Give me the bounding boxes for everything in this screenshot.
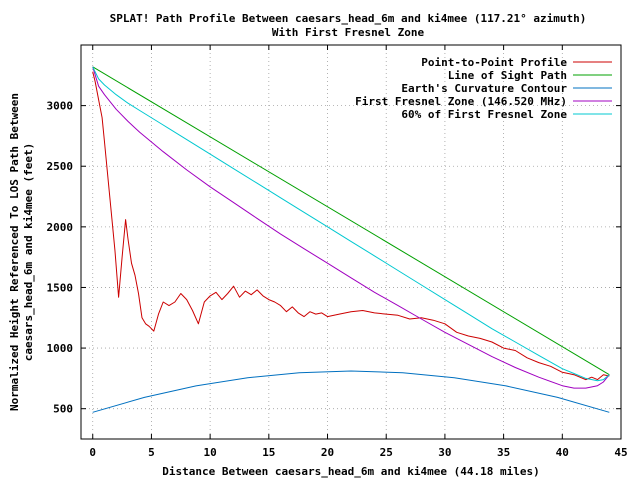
legend-entry-label: 60% of First Fresnel Zone (401, 108, 567, 121)
series-line-1 (92, 71, 610, 381)
x-axis-label: Distance Between caesars_head_6m and ki4… (162, 465, 540, 478)
series-line-5 (92, 66, 610, 382)
y-tick-label: 3000 (47, 100, 74, 113)
x-tick-label: 0 (89, 446, 96, 459)
y-tick-label: 500 (53, 403, 73, 416)
y-tick-label: 1000 (47, 342, 74, 355)
legend-entry-label: Point-to-Point Profile (421, 56, 567, 69)
legend-entry-label: Line of Sight Path (448, 69, 567, 82)
legend-entry-label: Earth's Curvature Contour (401, 82, 567, 95)
legend-entry-label: First Fresnel Zone (146.520 MHz) (355, 95, 567, 108)
y-tick-label: 2000 (47, 221, 74, 234)
chart-title: SPLAT! Path Profile Between caesars_head… (110, 12, 587, 25)
series-line-2 (92, 66, 610, 376)
ticks: 0 5 10 15 20 25 30 35 40 45 500 1000 1500 2000 2500 300… (47, 45, 628, 459)
series-layer (92, 66, 610, 413)
y-axis-label-group: Normalized Height Referenced To LOS Path… (8, 93, 35, 411)
y-tick-label: 2500 (47, 160, 74, 173)
x-tick-label: 45 (614, 446, 627, 459)
x-tick-label: 20 (321, 446, 334, 459)
series-line-4 (92, 66, 610, 389)
y-axis-label-line1: Normalized Height Referenced To LOS Path… (8, 93, 21, 411)
plot-frame (80, 44, 622, 440)
y-axis-label-line2: caesars_head_6m and ki4mee (feet) (22, 143, 35, 362)
x-tick-label: 30 (438, 446, 451, 459)
x-tick-label: 35 (497, 446, 510, 459)
x-tick-label: 25 (380, 446, 393, 459)
y-tick-label: 1500 (47, 281, 74, 294)
x-tick-label: 15 (262, 446, 275, 459)
x-tick-label: 10 (204, 446, 217, 459)
x-tick-label: 40 (556, 446, 569, 459)
chart-subtitle: With First Fresnel Zone (272, 26, 425, 39)
x-tick-label: 5 (148, 446, 155, 459)
series-line-3 (92, 370, 610, 413)
